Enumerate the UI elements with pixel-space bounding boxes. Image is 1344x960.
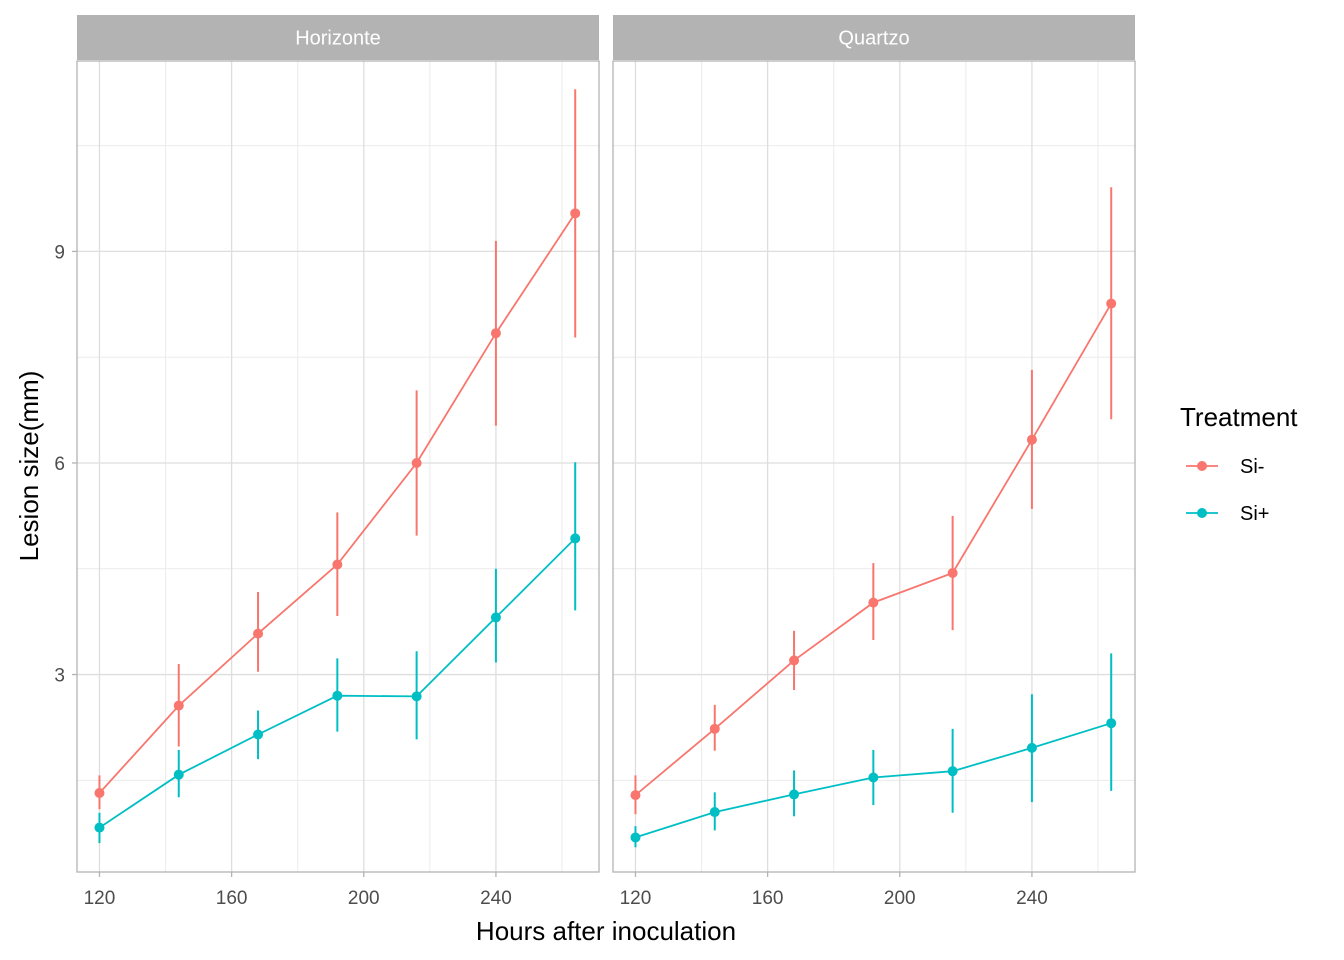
facet-strip-quartzo: [613, 15, 1135, 60]
legend-title: Treatment: [1180, 402, 1298, 432]
legend: Treatment Si- Si+: [1180, 402, 1298, 525]
y-axis-ticks: 3 6 9: [54, 242, 77, 687]
x-tick-label: 120: [620, 888, 652, 909]
data-point: [411, 457, 422, 468]
data-point: [411, 691, 422, 702]
y-tick-label: 6: [54, 454, 65, 475]
series-Si+: [630, 653, 1117, 848]
data-point: [947, 567, 958, 578]
facet-strip-label: Quartzo: [838, 28, 909, 50]
x-tick-label: 160: [752, 888, 784, 909]
data-point: [1106, 718, 1117, 729]
data-point: [1106, 298, 1117, 309]
data-point: [570, 533, 581, 544]
data-point: [789, 655, 800, 666]
data-point: [570, 208, 581, 219]
y-tick-label: 9: [54, 242, 65, 263]
data-point: [490, 328, 501, 339]
y-tick-label: 3: [54, 666, 65, 687]
data-point: [94, 788, 105, 799]
x-tick-label: 160: [216, 888, 248, 909]
facet-panels: Horizonte Quartzo: [76, 15, 1136, 873]
panel-border: [76, 60, 600, 873]
data-point: [868, 772, 879, 783]
data-point: [332, 559, 343, 570]
data-point: [947, 766, 958, 777]
data-point: [630, 832, 641, 843]
data-point: [1026, 434, 1037, 445]
gridlines: [77, 61, 599, 872]
legend-key-point: [1197, 508, 1207, 518]
legend-entry-Si-: Si-: [1186, 456, 1264, 478]
data-point: [709, 723, 720, 734]
series-Si+: [94, 462, 581, 844]
facet-strip-horizonte: [77, 15, 599, 60]
data-point: [868, 597, 879, 608]
gridlines: [613, 61, 1135, 872]
x-tick-label: 120: [84, 888, 116, 909]
legend-key-point: [1197, 461, 1207, 471]
facet-panel-quartzo: Quartzo: [612, 15, 1136, 873]
legend-entry-Si+: Si+: [1186, 503, 1269, 525]
y-axis-title: Lesion size(mm): [14, 371, 44, 562]
data-point: [173, 700, 184, 711]
legend-label: Si+: [1240, 503, 1269, 525]
x-tick-label: 200: [348, 888, 380, 909]
facet-panel-horizonte: Horizonte: [76, 15, 600, 873]
data-point: [253, 628, 264, 639]
data-point: [173, 769, 184, 780]
x-tick-label: 240: [1016, 888, 1048, 909]
data-point: [709, 807, 720, 818]
x-tick-label: 240: [480, 888, 512, 909]
data-point: [490, 612, 501, 623]
panel-border: [612, 60, 1136, 873]
x-tick-label: 200: [884, 888, 916, 909]
facet-strip-label: Horizonte: [295, 28, 381, 50]
data-point: [789, 789, 800, 800]
data-point: [253, 729, 264, 740]
data-point: [1026, 742, 1037, 753]
data-point: [332, 690, 343, 701]
legend-label: Si-: [1240, 456, 1264, 478]
x-axis-title: Hours after inoculation: [476, 916, 736, 946]
series-Si-: [630, 187, 1117, 815]
x-axis-ticks: 120 160 200 240 120 160 200 240: [84, 872, 1048, 909]
legend-items: Si- Si+: [1186, 456, 1269, 525]
series-Si-: [94, 89, 581, 810]
data-point: [630, 790, 641, 801]
data-point: [94, 822, 105, 833]
